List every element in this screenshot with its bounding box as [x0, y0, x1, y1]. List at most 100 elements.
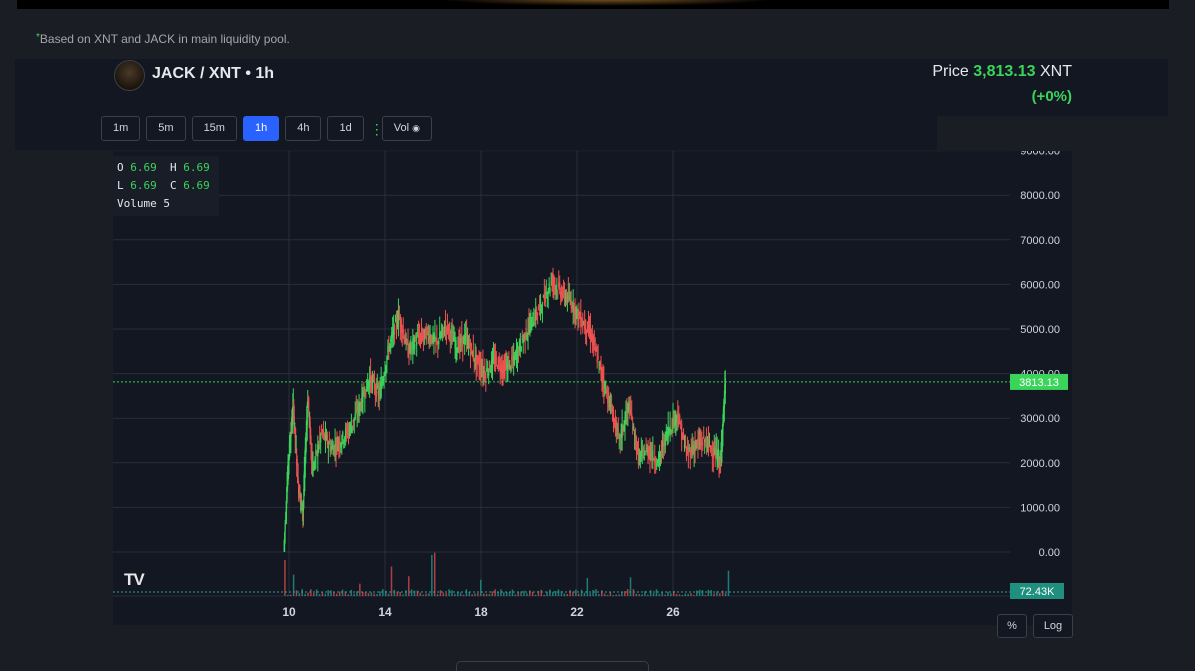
log-scale-button[interactable]: Log [1033, 614, 1073, 638]
volume-bar [367, 593, 370, 596]
candle-body [510, 366, 512, 369]
ohlc-legend: O 6.69 H 6.69 L 6.69 C 6.69 Volume 5 [113, 156, 219, 216]
candle-body [665, 431, 667, 434]
candle-body [551, 278, 553, 285]
candle-body [346, 428, 348, 431]
volume-bar [382, 589, 384, 596]
y-tick-label: 1000.00 [1020, 502, 1060, 514]
candle-body [712, 454, 714, 458]
candle-body [392, 330, 394, 337]
candle-body [419, 334, 422, 337]
x-tick-label: 22 [570, 605, 584, 619]
candle-body [680, 427, 682, 429]
candle-body [657, 459, 659, 465]
candle-body [546, 297, 548, 300]
price-chart[interactable]: 9000.008000.007000.006000.005000.004000.… [113, 146, 1072, 625]
percent-scale-button[interactable]: % [997, 614, 1027, 638]
candle-body [465, 332, 467, 341]
candle-body [401, 331, 403, 333]
candle-body [473, 358, 475, 362]
volume-bar [413, 590, 416, 596]
bottom-panel-tab[interactable] [456, 661, 649, 671]
timeframe-1h-button[interactable]: 1h [242, 116, 280, 141]
candle-body [322, 430, 324, 433]
timeframe-15m-button[interactable]: 15m [191, 116, 237, 141]
candle-body [317, 444, 319, 457]
volume-bar [454, 593, 456, 596]
candle-body [676, 415, 678, 418]
last-price-badge [1010, 373, 1068, 390]
candle-body [321, 429, 323, 431]
candle-body [462, 336, 464, 347]
ohlc-high: 6.69 [183, 161, 210, 174]
candle-body [490, 359, 493, 370]
candle-body [568, 296, 570, 298]
candle-body [633, 425, 635, 430]
candle-body [511, 356, 513, 360]
candle-body [529, 325, 531, 334]
candle-body [621, 424, 623, 438]
volume-bar [560, 591, 563, 596]
timeframe-4h-button[interactable]: 4h [285, 116, 322, 141]
candle-body [560, 291, 562, 298]
candle-body [547, 291, 549, 295]
candle-body [610, 403, 613, 413]
candle-body [497, 357, 499, 369]
candle-body [708, 440, 711, 445]
candle-body [429, 335, 431, 339]
chart-svg[interactable]: 9000.008000.007000.006000.005000.004000.… [113, 146, 1072, 625]
candle-body [487, 373, 489, 375]
candle-body [664, 432, 666, 446]
candle-body [310, 441, 312, 453]
timeframe-5m-button[interactable]: 5m [146, 116, 186, 141]
candle-body [514, 351, 517, 356]
candle-body [675, 412, 677, 422]
volume-bar [667, 591, 669, 596]
candle-body [528, 322, 530, 324]
candle-body [371, 379, 374, 382]
volume-bar [621, 592, 623, 596]
top-banner [17, 0, 1169, 9]
candle-body [550, 282, 552, 284]
candle-body [609, 401, 611, 403]
tradingview-logo-icon[interactable]: TV [124, 570, 145, 589]
candle-body [533, 322, 535, 327]
timeframe-1d-button[interactable]: 1d [327, 116, 364, 141]
volume-toggle-button[interactable]: Vol ◉ [381, 116, 432, 141]
volume-bar [399, 592, 401, 596]
candle-body [658, 453, 660, 463]
volume-bar [402, 594, 404, 596]
candle-body [575, 308, 577, 316]
candle-body [314, 459, 316, 461]
volume-bar [433, 552, 436, 596]
candle-body [515, 352, 518, 362]
timeframe-1m-button[interactable]: 1m [101, 116, 141, 141]
candle-body [585, 319, 587, 333]
candle-body [394, 318, 397, 322]
candle-body [629, 407, 631, 417]
candle-body [386, 356, 388, 364]
candle-body [339, 441, 341, 447]
candle-body [588, 330, 591, 332]
volume-label: 72.43K [1020, 586, 1056, 598]
candle-body [697, 441, 699, 444]
candle-body [562, 287, 565, 290]
candle-body [545, 293, 547, 295]
more-options-icon[interactable]: ⋮ [369, 120, 384, 137]
candle-body [451, 331, 453, 333]
volume-bar [526, 593, 528, 596]
candle-body [535, 308, 537, 321]
volume-bar [457, 591, 459, 596]
volume-bar [661, 592, 663, 596]
volume-bar [655, 589, 658, 596]
candle-body [405, 338, 407, 345]
candle-body [467, 343, 470, 348]
candle-body [544, 291, 546, 303]
volume-bar [428, 593, 430, 596]
candle-body [534, 317, 536, 322]
volume-bar [494, 589, 496, 596]
candle-body [460, 337, 462, 343]
candle-body [431, 335, 433, 343]
volume-bar [586, 577, 589, 596]
volume-bar [361, 591, 364, 596]
